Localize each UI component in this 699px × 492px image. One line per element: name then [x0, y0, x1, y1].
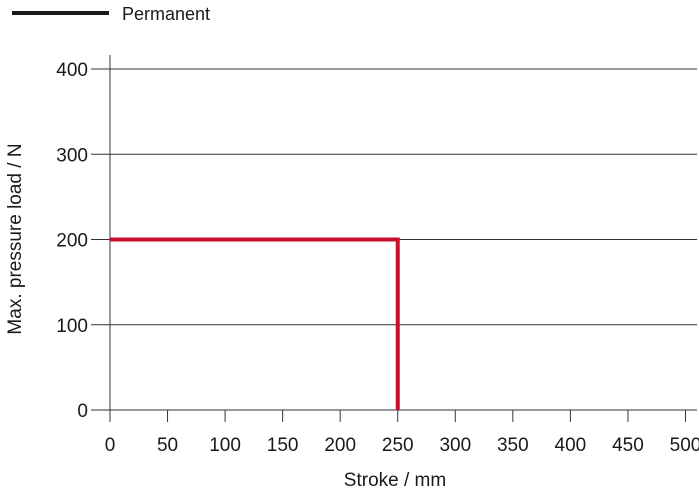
- y-tick-label-0: 0: [77, 401, 88, 422]
- x-tick-label-100: 100: [209, 435, 241, 456]
- x-tick-label-350: 350: [497, 435, 529, 456]
- series-line-0: [110, 237, 400, 410]
- y-tick-label-100: 100: [56, 316, 88, 337]
- y-tick-label-300: 300: [56, 145, 88, 166]
- x-axis-label: Stroke / mm: [343, 470, 447, 491]
- y-tick-label-400: 400: [56, 60, 88, 81]
- y-tick-label-200: 200: [56, 231, 88, 252]
- x-tick-label-250: 250: [382, 435, 414, 456]
- legend-label-permanent: Permanent: [122, 4, 211, 24]
- x-tick-label-200: 200: [324, 435, 356, 456]
- x-tick-label-0: 0: [105, 435, 116, 456]
- x-tick-label-500: 500: [670, 435, 699, 456]
- legend-line-permanent: [12, 11, 109, 15]
- x-tick-label-50: 50: [157, 435, 178, 456]
- x-tick-label-450: 450: [612, 435, 644, 456]
- x-tick-label-150: 150: [267, 435, 299, 456]
- y-axis-label: Max. pressure load / N: [5, 143, 26, 335]
- x-tick-label-400: 400: [555, 435, 587, 456]
- x-tick-label-300: 300: [439, 435, 471, 456]
